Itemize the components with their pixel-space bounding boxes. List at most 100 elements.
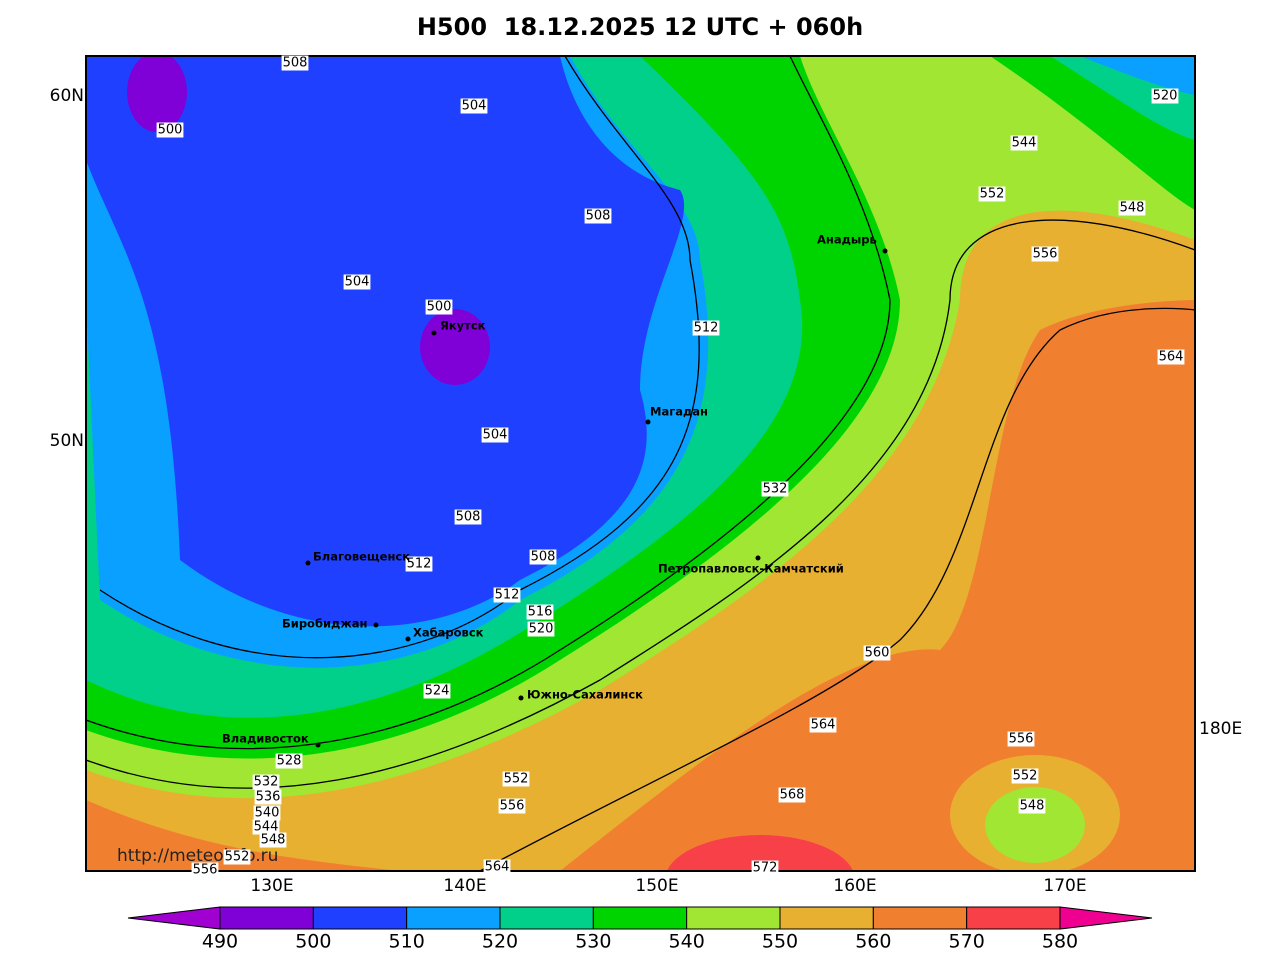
- contour-label-box: [252, 819, 280, 835]
- colorbar-tick-label: 550: [762, 931, 798, 953]
- contour-label-box: [502, 771, 530, 787]
- contour-label: 504: [483, 428, 508, 443]
- colorbar-segment: [312, 906, 408, 930]
- city-dot: [405, 636, 411, 642]
- level-area: [86, 56, 685, 627]
- contour-label: 504: [462, 99, 487, 114]
- contour-label-box: [423, 683, 451, 699]
- contour-label: 512: [694, 321, 719, 336]
- contour-label: 516: [528, 605, 553, 620]
- contour-label: 508: [456, 510, 481, 525]
- level-area: [666, 835, 854, 871]
- city-name: Магадан: [650, 405, 708, 419]
- colorbar: 490 500 510 520 530 540 550 560 570 580: [127, 906, 1153, 953]
- colorbar-segment: [966, 906, 1061, 930]
- contour-label: 552: [225, 850, 250, 865]
- contour-label-box: [692, 320, 720, 336]
- contour-label: 556: [193, 863, 218, 878]
- contour-label-box: [1118, 200, 1146, 216]
- city-name: Якутск: [440, 319, 486, 333]
- colorbar-tick-label: 520: [482, 931, 518, 953]
- contour-label-box: [584, 208, 612, 224]
- city-dot: [305, 560, 311, 566]
- contour-label: 552: [504, 772, 529, 787]
- contour-label: 556: [1009, 732, 1034, 747]
- contour-label-box: [191, 862, 219, 878]
- contour-label: 528: [277, 754, 302, 769]
- latitude-label: 50N: [50, 431, 84, 451]
- contour-label: 540: [255, 806, 280, 821]
- contour-label: 560: [865, 646, 890, 661]
- contour-label: 548: [1020, 799, 1045, 814]
- level-area: [1080, 56, 1195, 95]
- contour-label-box: [254, 789, 282, 805]
- contour-label: 556: [500, 799, 525, 814]
- contour-label-box: [1157, 349, 1185, 365]
- city-name: Петропавловск-Камчатский: [658, 562, 844, 576]
- colorbar-under: [127, 906, 221, 930]
- contour-label-box: [481, 427, 509, 443]
- contour-label: 500: [427, 300, 452, 315]
- contour-label-box: [529, 549, 557, 565]
- contour-label: 564: [1159, 350, 1184, 365]
- city-dot: [373, 622, 379, 628]
- city-dot: [882, 248, 888, 254]
- contour-label: 508: [531, 550, 556, 565]
- contour-label-box: [483, 859, 511, 875]
- longitude-label: 160E: [833, 876, 876, 896]
- contour-label: 568: [780, 788, 805, 803]
- contour-label: 536: [256, 790, 281, 805]
- contour-label-box: [1018, 798, 1046, 814]
- contour-label: 508: [586, 209, 611, 224]
- colorbar-segment: [499, 906, 594, 930]
- city-dot: [518, 695, 524, 701]
- contour-label: 500: [158, 123, 183, 138]
- colorbar-tick-label: 540: [669, 931, 705, 953]
- city-dot: [315, 742, 321, 748]
- contour-label: 520: [529, 622, 554, 637]
- contour-label-box: [425, 299, 453, 315]
- contour-label: 572: [753, 861, 778, 876]
- longitude-label: 130E: [250, 876, 293, 896]
- map-title: H500 18.12.2025 12 UTC + 060h: [417, 13, 863, 41]
- contour-label: 512: [495, 588, 520, 603]
- contour-label-box: [526, 604, 554, 620]
- contour-label-box: [751, 860, 779, 876]
- contour-label-box: [259, 832, 287, 848]
- city-name: Анадырь: [817, 233, 877, 247]
- city-dot: [755, 555, 761, 561]
- colorbar-segment: [872, 906, 968, 930]
- colorbar-tick-label: 580: [1042, 931, 1078, 953]
- contour-label-box: [252, 774, 280, 790]
- contour-label: 556: [1033, 247, 1058, 262]
- contour-label: 532: [763, 482, 788, 497]
- longitude-label: 140E: [443, 876, 486, 896]
- city-dot: [431, 330, 437, 336]
- city-dot: [645, 419, 651, 425]
- map-frame: [85, 55, 1196, 872]
- contour-label: 520: [1153, 89, 1178, 104]
- labels: 508 504 500 508 504 500 512 504 508 532 508 512 512 5…: [156, 55, 1185, 878]
- city-name: Благовещенск: [313, 550, 410, 564]
- contour-label-box: [405, 556, 433, 572]
- contour-label: 532: [254, 775, 279, 790]
- contour-label-box: [223, 849, 251, 865]
- city-name: Хабаровск: [413, 626, 484, 640]
- contour-label-box: [1011, 768, 1039, 784]
- colorbar-segment: [219, 906, 314, 930]
- map-fill: [86, 56, 1195, 871]
- colorbar-tick-label: 570: [949, 931, 985, 953]
- contour-label: 544: [254, 820, 279, 835]
- contour-label-box: [343, 274, 371, 290]
- contour-label-box: [778, 787, 806, 803]
- contour-label: 552: [980, 187, 1005, 202]
- colorbar-tick-label: 510: [389, 931, 425, 953]
- contour-label-box: [527, 621, 555, 637]
- city-name: Южно-Сахалинск: [527, 688, 643, 702]
- colorbar-tick-label: 490: [202, 931, 238, 953]
- longitude-label: 150E: [635, 876, 678, 896]
- level-area: [127, 56, 187, 132]
- contour-label-box: [156, 122, 184, 138]
- city-name: Биробиджан: [282, 617, 367, 631]
- contour-label-box: [498, 798, 526, 814]
